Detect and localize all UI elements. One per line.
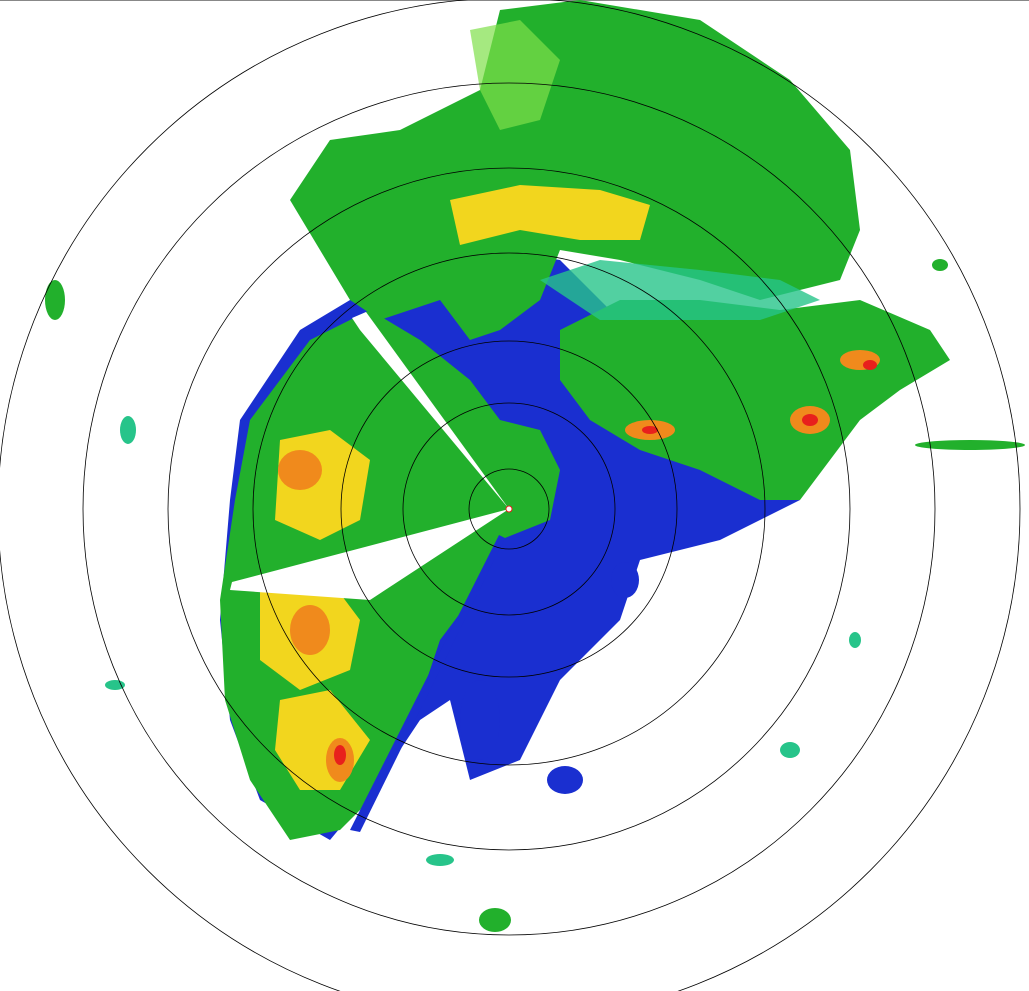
scattered-echo-3 — [547, 766, 583, 794]
eastern-extreme-core-3 — [642, 426, 658, 434]
scattered-echo-7 — [105, 680, 125, 690]
scattered-echo-11 — [932, 259, 948, 271]
western-extreme-core — [334, 745, 346, 765]
western-intense-cell-2 — [290, 605, 330, 655]
scattered-echo-12 — [426, 854, 454, 866]
northern-bright-region — [470, 20, 560, 130]
range-ring-1 — [468, 468, 550, 550]
scattered-echo-10 — [915, 440, 1025, 450]
reflectivity-echoes — [45, 0, 1025, 932]
northern-stratiform-region — [290, 0, 860, 340]
scattered-echo-8 — [849, 632, 861, 648]
top-border — [0, 0, 1029, 1]
eastern-light-band — [540, 260, 820, 320]
scattered-echo-9 — [780, 742, 800, 758]
range-ring-6 — [82, 82, 936, 936]
range-ring-2 — [402, 402, 616, 616]
scattered-echo-5 — [45, 280, 65, 320]
radial-weak-spike — [350, 535, 505, 832]
western-intense-cell-1 — [278, 450, 322, 490]
range-ring-3 — [340, 340, 678, 678]
scattered-echo-2 — [460, 680, 500, 760]
scattered-echo-1 — [611, 562, 639, 598]
eastern-band — [560, 300, 950, 500]
range-ring-5 — [167, 167, 851, 851]
northern-heavy-band — [450, 185, 650, 245]
range-ring-4 — [252, 252, 766, 766]
beam-blockage-gap-w — [230, 509, 509, 600]
eastern-extreme-core-1 — [802, 414, 818, 426]
radar-site-marker — [505, 505, 513, 513]
scattered-echo-6 — [120, 416, 136, 444]
beam-blockage-gap-nw — [352, 312, 509, 509]
scattered-echo-4 — [479, 908, 511, 932]
eastern-extreme-core-2 — [863, 360, 877, 370]
